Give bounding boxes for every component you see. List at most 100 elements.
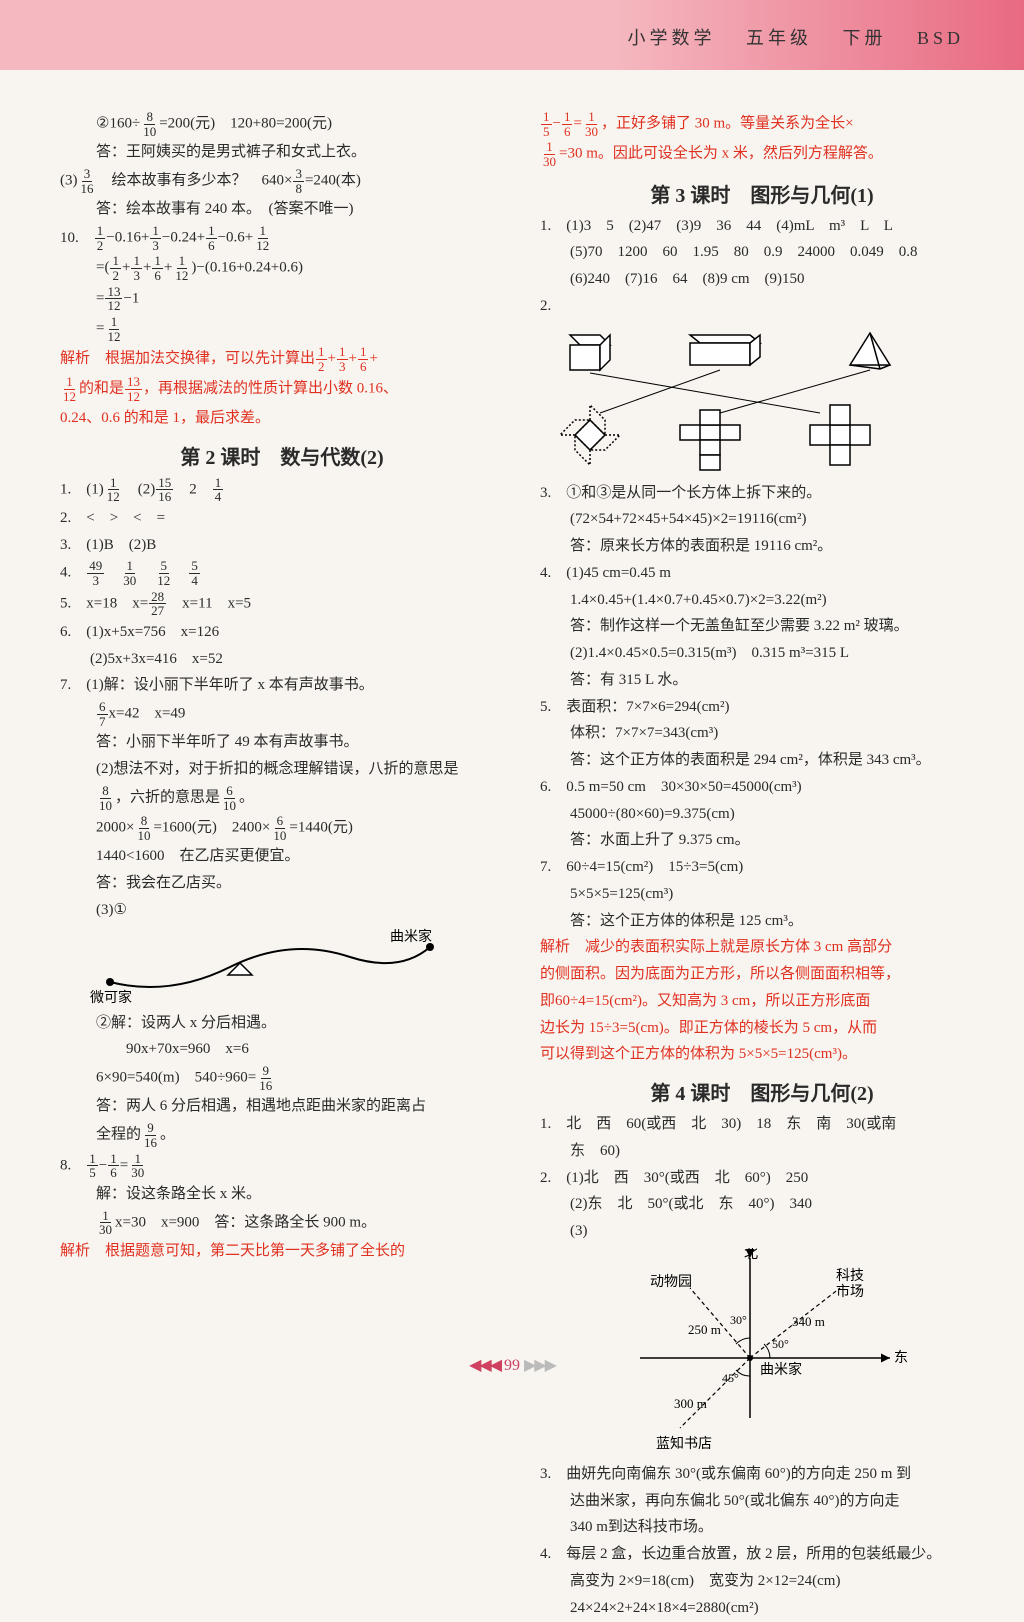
s2-7m: ②解：设两人 x 分后相遇。 (60, 1011, 504, 1036)
frac: 14 (213, 476, 224, 504)
frac: 15 (87, 1152, 98, 1180)
s2-7g: 2000×810=1600(元) 2400×610=1440(元) (60, 814, 504, 842)
r1: 15−16=130，正好多铺了 30 m。等量关系为全长× (540, 110, 984, 138)
t: 5. x=18 x= (60, 595, 148, 611)
frac: 13 (150, 224, 161, 252)
frac: 16 (562, 110, 573, 138)
analysis-10b: 112的和是1312，再根据减法的性质计算出小数 0.16、 (60, 375, 504, 403)
header-text: 小学数学 五年级 下册 BSD (627, 24, 964, 50)
s2-7p: 答：两人 6 分后相遇，相遇地点距曲米家的距离占 (60, 1094, 504, 1119)
t: −0.24+ (162, 230, 205, 246)
s2-7l: (3)① (60, 898, 504, 923)
s3-6a: 6. 0.5 m=50 cm 30×30×50=45000(cm³) (540, 775, 984, 800)
frac: 810 (141, 110, 158, 138)
svg-text:市场: 市场 (836, 1283, 864, 1300)
frac: 16 (108, 1152, 119, 1180)
footer: ◀◀◀ 99 ▶▶▶ (0, 1355, 1024, 1375)
s3-3c: 答：原来长方体的表面积是 19116 cm²。 (540, 534, 984, 559)
s2-7n: 90x+70x=960 x=6 (60, 1037, 504, 1062)
ana-label: 解析 (60, 351, 90, 367)
s2-8e: 130x=30 x=900 答：这条路全长 900 m。 (60, 1209, 504, 1237)
t: 8. (60, 1157, 86, 1173)
s3-1a: 1. (1)3 5 (2)47 (3)9 36 44 (4)mL m³ L L (540, 214, 984, 239)
header-grade: 五年级 (746, 28, 812, 48)
svg-text:科技: 科技 (836, 1268, 864, 1284)
frac: 13 (337, 345, 348, 373)
t: 2 (174, 481, 212, 497)
section-2-title: 第 2 课时 数与代数(2) (60, 441, 504, 470)
t: −1 (123, 290, 139, 306)
t: = (96, 320, 104, 336)
frac: 13 (131, 254, 142, 282)
t: ，六折的意思是 (115, 789, 220, 805)
svg-text:动物园: 动物园 (650, 1274, 692, 1290)
s2-7j: 1440<1600 在乙店买更便宜。 (60, 844, 504, 869)
t: ，正好多铺了 30 m。等量关系为全长× (601, 116, 854, 132)
t: 根据加法交换律，可以先计算出 (90, 351, 315, 367)
s2-8a: 8. 15−16=130 (60, 1152, 504, 1180)
frac: 810 (97, 784, 114, 812)
s2-7c: 答：小丽下半年听了 49 本有声故事书。 (60, 730, 504, 755)
t: ②160÷ (96, 116, 140, 132)
curve-diagram: 曲米家 微可家 (90, 927, 504, 1007)
t: + (328, 351, 336, 367)
s3-4a: 4. (1)45 cm=0.45 m (540, 561, 984, 586)
s3-4d: (2)1.4×0.45×0.5=0.315(m³) 0.315 m³=315 L (540, 641, 984, 666)
q10: 10. 12−0.16+13−0.24+16−0.6+112 (60, 224, 504, 252)
page-number: 99 (504, 1357, 520, 1374)
s2-7q: 全程的916。 (60, 1121, 504, 1149)
s3-an3: 即60÷4=15(cm²)。又知高为 3 cm，所以正方形底面 (540, 989, 984, 1014)
frac: 16 (358, 345, 369, 373)
l7: =1312−1 (60, 285, 504, 313)
svg-text:340 m: 340 m (792, 1314, 825, 1329)
t: =1440(元) (289, 820, 352, 836)
section-4-title: 第 4 课时 图形与几何(2) (540, 1077, 984, 1106)
s4-2a: 2. (1)北 西 30°(或西 北 60°) 250 (540, 1166, 984, 1191)
frac: 15 (541, 110, 552, 138)
l1: ②160÷810=200(元) 120+80=200(元) (60, 110, 504, 138)
l3: (3)316 绘本故事有多少本？ 640×38=240(本) (60, 167, 504, 195)
frac: 130 (583, 110, 600, 138)
s2-1: 1. (1)112 (2)1516 2 14 (60, 476, 504, 504)
s3-5b: 体积：7×7×7=343(cm³) (540, 721, 984, 746)
svg-text:250 m: 250 m (688, 1322, 721, 1337)
t: − (99, 1157, 107, 1173)
svg-text:50°: 50° (772, 1337, 789, 1351)
t: 绘本故事有多少本？ 640× (97, 173, 293, 189)
frac: 916 (142, 1121, 159, 1149)
l4: 答：绘本故事有 240 本。 (答案不唯一) (60, 197, 504, 222)
frac: 112 (105, 476, 122, 504)
s3-4e: 答：有 315 L 水。 (540, 668, 984, 693)
compass-diagram: 北 东 动物园 科技 市场 曲米家 蓝知书店 250 m 340 m 300 m… (580, 1248, 984, 1458)
t: x=42 x=49 (109, 706, 186, 722)
s3-1b: (5)70 1200 60 1.95 80 0.9 24000 0.049 0.… (540, 240, 984, 265)
ana-label: 解析 (60, 1243, 90, 1259)
header-volume: 下册 (842, 28, 886, 48)
frac: 38 (293, 167, 304, 195)
frac: 610 (221, 784, 238, 812)
s4-3c: 340 m到达科技市场。 (540, 1515, 984, 1540)
t: 全程的 (96, 1127, 141, 1143)
t: + (369, 351, 377, 367)
s3-4c: 答：制作这样一个无盖鱼缸至少需要 3.22 m² 玻璃。 (540, 614, 984, 639)
frac: 610 (271, 814, 288, 842)
svg-text:30°: 30° (730, 1313, 747, 1327)
t: + (349, 351, 357, 367)
frac: 54 (189, 559, 200, 587)
frac: 512 (155, 559, 172, 587)
t: x=30 x=900 答：这条路全长 900 m。 (115, 1214, 376, 1230)
frac: 130 (129, 1152, 146, 1180)
t: =( (96, 260, 109, 276)
t: 。 (160, 1127, 175, 1143)
svg-text:北: 北 (744, 1248, 758, 1262)
frac: 1312 (105, 285, 122, 313)
section-3-title: 第 3 课时 图形与几何(1) (540, 179, 984, 208)
s4-3b: 达曲米家，再向东偏北 50°(或北偏东 40°)的方向走 (540, 1489, 984, 1514)
t: (3) (60, 173, 78, 189)
t: =200(元) 120+80=200(元) (159, 116, 332, 132)
s2-8d: 解：设这条路全长 x 米。 (60, 1182, 504, 1207)
t: (2) (123, 481, 156, 497)
frac: 12 (95, 224, 106, 252)
s3-7a: 7. 60÷4=15(cm²) 15÷3=5(cm) (540, 855, 984, 880)
frac: 112 (254, 224, 271, 252)
